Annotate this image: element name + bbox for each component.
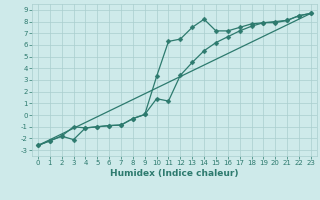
X-axis label: Humidex (Indice chaleur): Humidex (Indice chaleur) [110, 169, 239, 178]
